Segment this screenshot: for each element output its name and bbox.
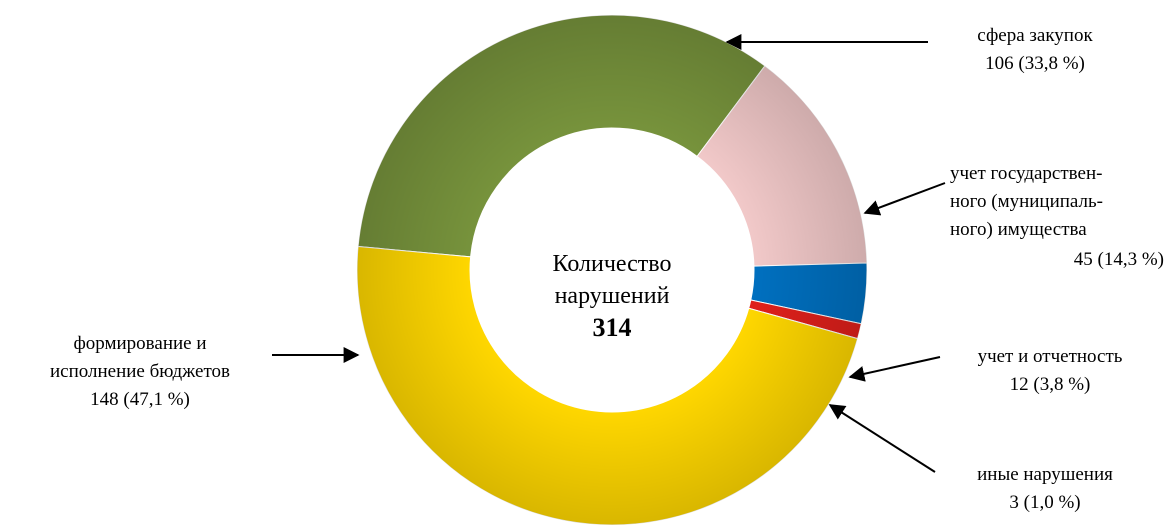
category-label: иные нарушения — [977, 464, 1113, 485]
category-label: учет и отчетность — [977, 346, 1123, 367]
value-label: 45 (14,3 %) — [1073, 249, 1164, 270]
category-label: формирование и исполнение бюджетов — [49, 333, 231, 382]
leader-arrow — [828, 404, 936, 473]
value-label: 12 (3,8 %) — [1009, 374, 1091, 395]
leader-arrow — [848, 356, 941, 382]
center-label: Количество нарушений — [552, 251, 672, 309]
value-label: 106 (33,8 %) — [985, 53, 1085, 74]
value-label: 148 (47,1 %) — [90, 389, 190, 410]
category-label: сфера закупок — [977, 25, 1093, 46]
center-total: 314 — [592, 313, 632, 342]
leader-arrow — [863, 182, 946, 216]
inner-hole — [470, 128, 754, 412]
category-label: учет государствен- ного (муниципаль- ног… — [950, 163, 1104, 240]
value-label: 3 (1,0 %) — [1009, 492, 1081, 513]
